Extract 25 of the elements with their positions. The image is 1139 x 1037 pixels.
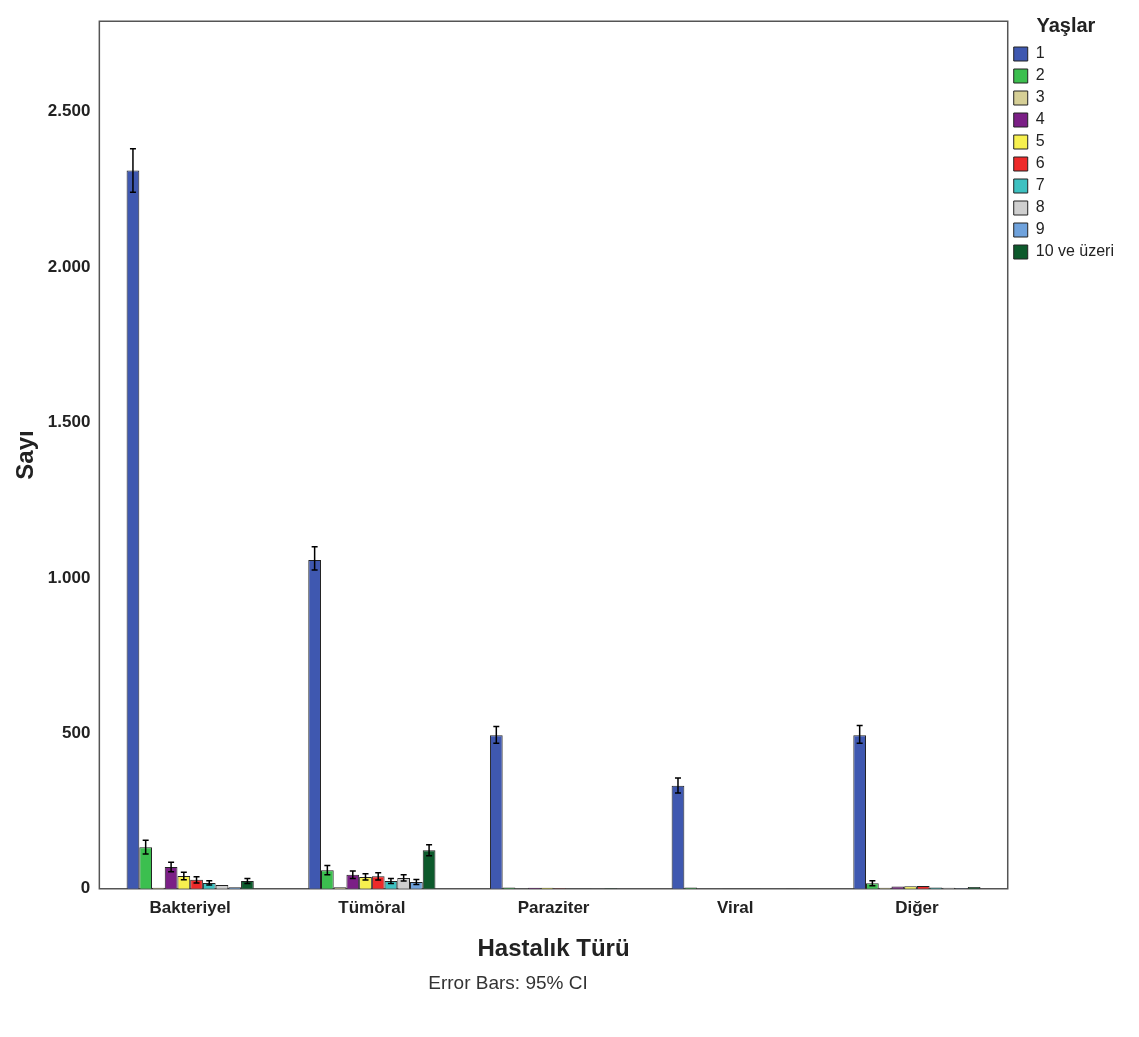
legend-label: 8 bbox=[1035, 198, 1045, 216]
legend-label: 6 bbox=[1035, 154, 1045, 172]
y-tick-label: 500 bbox=[61, 723, 91, 742]
y-tick-label: 1.000 bbox=[47, 567, 91, 587]
legend-label: 5 bbox=[1035, 132, 1045, 150]
text: Error Bars: 95% CI bbox=[427, 972, 589, 994]
y-tick-label: 1.500 bbox=[47, 412, 91, 432]
y-axis-title: Sayı bbox=[11, 430, 39, 480]
x-tick-label: Paraziter bbox=[517, 897, 590, 917]
y-tick-label: 0 bbox=[80, 878, 91, 898]
legend-label: 4 bbox=[1035, 110, 1045, 128]
x-tick-label: Diğer bbox=[895, 897, 939, 917]
x-axis-title: Hastalık Türü bbox=[477, 934, 630, 962]
legend-label: 2 bbox=[1035, 66, 1045, 84]
legend-label: 1 bbox=[1035, 44, 1045, 62]
x-tick-label: Tümöral bbox=[338, 897, 406, 917]
legend-label: 7 bbox=[1035, 176, 1045, 194]
legend-label: 9 bbox=[1035, 220, 1045, 238]
y-tick-label: 2.500 bbox=[47, 101, 91, 121]
legend-label: 10 ve üzeri bbox=[1035, 242, 1114, 260]
x-tick-label: Bakteriyel bbox=[149, 897, 231, 917]
legend-label: 3 bbox=[1035, 88, 1045, 106]
y-tick-label: 2.000 bbox=[47, 256, 91, 276]
legend-title: Yaşlar bbox=[1036, 13, 1096, 36]
x-tick-label: Viral bbox=[716, 897, 754, 917]
